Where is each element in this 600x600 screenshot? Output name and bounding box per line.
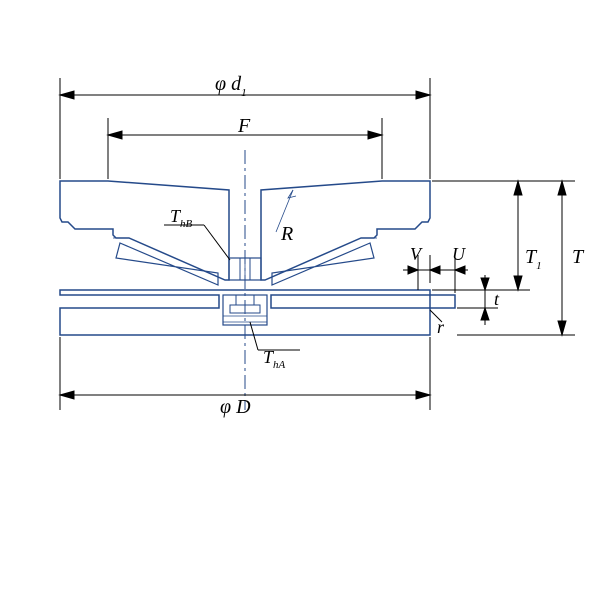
svg-text:ThA: ThA (263, 347, 286, 371)
svg-text:ThB: ThB (170, 206, 193, 230)
housing-left (60, 181, 229, 280)
label-R: R (280, 223, 293, 245)
label-V: V (410, 244, 423, 264)
label-F: F (237, 115, 251, 137)
label-t: t (494, 289, 500, 309)
labels: φ d1 F φ D T T1 t V U r R ThA ThB (170, 73, 585, 418)
label-r: r (437, 317, 445, 337)
roller-right (272, 243, 374, 285)
label-phi-d1: φ d (215, 73, 242, 95)
rail-step-right (271, 295, 430, 308)
label-U: U (452, 244, 466, 264)
svg-text:T1: T1 (525, 246, 542, 272)
bearing-diagram: φ d1 F φ D T T1 t V U r R ThA ThB (0, 0, 600, 600)
dimensions (60, 78, 575, 410)
label-phi-D: φ D (220, 396, 251, 418)
label-T: T (572, 246, 585, 268)
roller-left (116, 243, 218, 285)
